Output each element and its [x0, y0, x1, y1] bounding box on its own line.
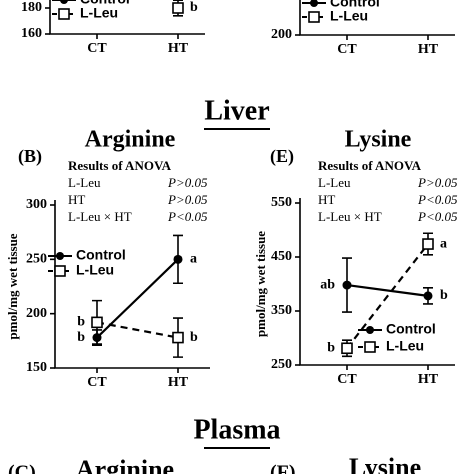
- series-line: [346, 243, 429, 349]
- y-tick-label: 250: [271, 357, 292, 372]
- marker: [173, 254, 183, 264]
- legend-marker: [310, 0, 318, 7]
- y-tick-label: 180: [21, 0, 42, 15]
- anova-term: L-Leu: [68, 175, 101, 190]
- panel-title: Lysine: [349, 453, 421, 474]
- panel-label: (E): [270, 146, 294, 167]
- anova-term: HT: [318, 192, 335, 207]
- legend-marker: [58, 8, 70, 20]
- section-title: Plasma: [193, 414, 280, 445]
- significance-letter: a: [440, 236, 447, 251]
- x-tick-label: CT: [87, 41, 107, 56]
- anova-p: P<0.05: [417, 209, 458, 224]
- legend-label: Control: [386, 321, 436, 337]
- anova-p: P>0.05: [167, 175, 208, 190]
- panel-title: Arginine: [76, 455, 174, 474]
- legend-label: Control: [80, 0, 130, 7]
- y-tick-label: 450: [271, 249, 292, 264]
- y-tick-label: 350: [271, 303, 292, 318]
- legend-marker: [308, 11, 320, 23]
- anova-title: Results of ANOVA: [318, 158, 422, 173]
- anova-term: HT: [68, 192, 85, 207]
- marker: [342, 280, 352, 290]
- marker: [91, 316, 103, 329]
- significance-letter: ab: [320, 277, 335, 292]
- y-tick-label: 300: [26, 197, 47, 212]
- x-tick-label: CT: [87, 375, 107, 390]
- legend-marker: [54, 265, 66, 277]
- marker: [423, 291, 433, 301]
- y-tick-label: 160: [21, 26, 42, 41]
- y-tick-label: 200: [271, 27, 292, 42]
- legend-marker: [364, 341, 376, 353]
- x-tick-label: CT: [337, 372, 357, 387]
- significance-letter: b: [190, 0, 198, 15]
- anova-term: L-Leu × HT: [318, 209, 382, 224]
- panel-label: (B): [18, 146, 42, 167]
- x-tick-label: HT: [418, 372, 439, 387]
- legend-marker: [56, 252, 64, 260]
- x-tick-label: HT: [418, 42, 439, 57]
- anova-p: P<0.05: [417, 192, 458, 207]
- significance-letter: a: [190, 252, 197, 267]
- marker: [422, 238, 434, 250]
- significance-letter: b: [77, 315, 85, 330]
- x-tick-label: HT: [168, 375, 189, 390]
- significance-letter: b: [77, 330, 85, 345]
- y-axis-label: pmol/mg wet tissue: [5, 233, 20, 339]
- section-title: Liver: [204, 95, 269, 126]
- anova-p: P>0.05: [167, 192, 208, 207]
- legend-label: L-Leu: [330, 8, 368, 24]
- anova-title: Results of ANOVA: [68, 158, 172, 173]
- y-tick-label: 150: [26, 360, 47, 375]
- legend-label: Control: [330, 0, 380, 10]
- legend-marker: [60, 0, 68, 4]
- panel-label: (F): [270, 462, 296, 474]
- legend-label: L-Leu: [76, 262, 114, 278]
- y-tick-label: 550: [271, 195, 292, 210]
- y-tick-label: 200: [26, 306, 47, 321]
- marker: [172, 2, 184, 14]
- panel-title: Arginine: [85, 127, 176, 153]
- anova-term: L-Leu: [318, 175, 351, 190]
- legend-label: L-Leu: [80, 5, 118, 21]
- y-axis-label: pmol/mg wet tissue: [253, 231, 268, 337]
- marker: [172, 331, 184, 344]
- marker: [341, 342, 353, 355]
- significance-letter: b: [190, 330, 198, 345]
- anova-p: P>0.05: [417, 175, 458, 190]
- x-tick-label: CT: [337, 42, 357, 57]
- significance-letter: b: [440, 288, 448, 303]
- legend-label: Control: [76, 247, 126, 263]
- series-line: [346, 283, 429, 297]
- x-tick-label: HT: [168, 41, 189, 56]
- panel-title: Lysine: [345, 127, 412, 153]
- legend-label: L-Leu: [386, 338, 424, 354]
- anova-term: L-Leu × HT: [68, 209, 132, 224]
- significance-letter: b: [327, 340, 335, 355]
- anova-p: P<0.05: [167, 209, 208, 224]
- panel-label: (C): [8, 462, 36, 474]
- legend-marker: [366, 326, 374, 334]
- series-line: [96, 321, 179, 339]
- y-tick-label: 250: [26, 252, 47, 267]
